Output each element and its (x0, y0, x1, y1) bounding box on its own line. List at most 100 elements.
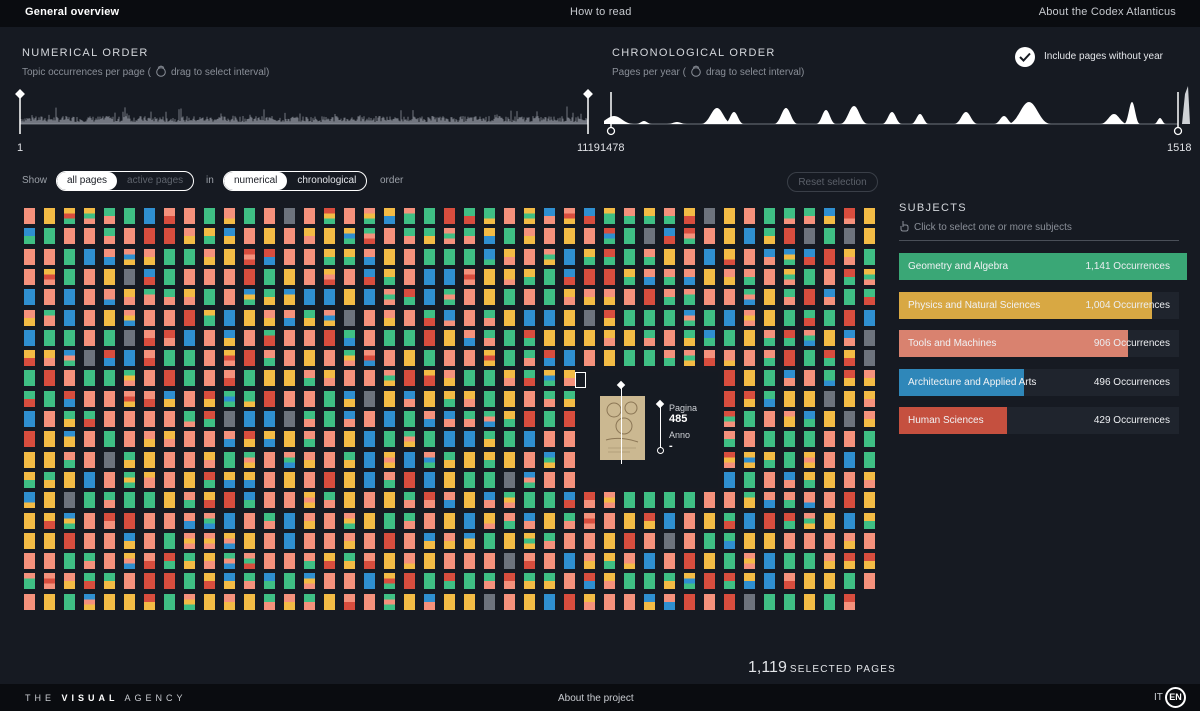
page-tile[interactable] (824, 228, 835, 245)
page-tile[interactable] (644, 329, 655, 346)
page-tile[interactable] (204, 512, 215, 529)
page-tile[interactable] (84, 593, 95, 610)
page-tile[interactable] (104, 350, 115, 367)
page-tile[interactable] (564, 492, 575, 509)
page-tile[interactable] (464, 228, 475, 245)
page-tile[interactable] (344, 289, 355, 306)
page-tile[interactable] (504, 329, 515, 346)
page-tile[interactable] (504, 390, 515, 407)
page-tile[interactable] (344, 208, 355, 224)
page-tile[interactable] (264, 593, 275, 610)
page-tile[interactable] (284, 512, 295, 529)
page-tile[interactable] (844, 451, 855, 468)
page-tile[interactable] (204, 492, 215, 509)
page-tile[interactable] (344, 451, 355, 468)
page-tile[interactable] (324, 532, 335, 549)
page-tile[interactable] (364, 228, 375, 245)
page-tile[interactable] (224, 309, 235, 326)
page-tile[interactable] (724, 248, 735, 265)
page-tile[interactable] (24, 248, 35, 265)
page-tile[interactable] (664, 593, 675, 610)
page-tile[interactable] (864, 573, 875, 590)
page-tile[interactable] (484, 532, 495, 549)
page-tile[interactable] (544, 492, 555, 509)
page-tile[interactable] (344, 248, 355, 265)
page-tile[interactable] (784, 492, 795, 509)
page-tile[interactable] (424, 512, 435, 529)
page-tile[interactable] (104, 228, 115, 245)
page-tile[interactable] (84, 248, 95, 265)
page-tile[interactable] (864, 451, 875, 468)
page-tile[interactable] (384, 532, 395, 549)
page-tile[interactable] (324, 411, 335, 427)
page-tile[interactable] (144, 431, 155, 448)
page-tile[interactable] (464, 268, 475, 285)
page-tile[interactable] (224, 431, 235, 448)
page-tile[interactable] (44, 593, 55, 610)
page-tile[interactable] (24, 492, 35, 509)
page-tile[interactable] (504, 512, 515, 529)
page-tile[interactable] (424, 228, 435, 245)
page-tile[interactable] (224, 451, 235, 468)
page-tile[interactable] (844, 329, 855, 346)
page-tile[interactable] (784, 350, 795, 367)
page-tile[interactable] (184, 309, 195, 326)
page-tile[interactable] (684, 593, 695, 610)
page-tile[interactable] (824, 370, 835, 387)
page-tile[interactable] (304, 411, 315, 427)
page-tile[interactable] (624, 350, 635, 367)
subject-row[interactable]: Physics and Natural Sciences 1,004 Occurr… (899, 291, 1179, 319)
page-tile[interactable] (764, 573, 775, 590)
page-tile[interactable] (464, 593, 475, 610)
page-tile[interactable] (404, 573, 415, 590)
page-tile[interactable] (184, 593, 195, 610)
page-tile[interactable] (264, 370, 275, 387)
page-tile[interactable] (744, 553, 755, 570)
page-tile[interactable] (424, 593, 435, 610)
page-tile[interactable] (244, 593, 255, 610)
page-tile[interactable] (284, 228, 295, 245)
page-tile[interactable] (264, 390, 275, 407)
page-tile[interactable] (284, 593, 295, 610)
page-tile[interactable] (144, 451, 155, 468)
page-tile[interactable] (164, 553, 175, 570)
page-tile[interactable] (784, 370, 795, 387)
page-tile[interactable] (364, 350, 375, 367)
page-tile[interactable] (764, 390, 775, 407)
page-tile[interactable] (424, 471, 435, 488)
page-tile[interactable] (344, 268, 355, 285)
page-tile[interactable] (444, 532, 455, 549)
page-tile[interactable] (264, 289, 275, 306)
page-tile[interactable] (264, 228, 275, 245)
page-tile[interactable] (724, 593, 735, 610)
page-tile[interactable] (464, 532, 475, 549)
page-tile[interactable] (824, 390, 835, 407)
page-tile[interactable] (804, 573, 815, 590)
page-tile[interactable] (564, 309, 575, 326)
page-tile[interactable] (844, 248, 855, 265)
page-tile[interactable] (264, 553, 275, 570)
page-tile[interactable] (544, 451, 555, 468)
page-tile[interactable] (784, 329, 795, 346)
page-tile[interactable] (804, 350, 815, 367)
page-tile[interactable] (784, 431, 795, 448)
page-tile[interactable] (284, 451, 295, 468)
page-tile[interactable] (44, 390, 55, 407)
page-tile[interactable] (364, 370, 375, 387)
page-tile[interactable] (744, 532, 755, 549)
page-tile[interactable] (584, 553, 595, 570)
page-tile[interactable] (84, 573, 95, 590)
page-tile[interactable] (864, 431, 875, 448)
page-tile[interactable] (784, 228, 795, 245)
page-tile[interactable] (484, 248, 495, 265)
page-tile[interactable] (44, 228, 55, 245)
page-tile[interactable] (484, 268, 495, 285)
page-tile[interactable] (784, 411, 795, 427)
page-tile[interactable] (264, 512, 275, 529)
page-tile[interactable] (144, 289, 155, 306)
page-tile[interactable] (504, 208, 515, 224)
page-tile[interactable] (584, 329, 595, 346)
page-tile[interactable] (724, 390, 735, 407)
page-tile[interactable] (644, 268, 655, 285)
page-tile[interactable] (244, 329, 255, 346)
